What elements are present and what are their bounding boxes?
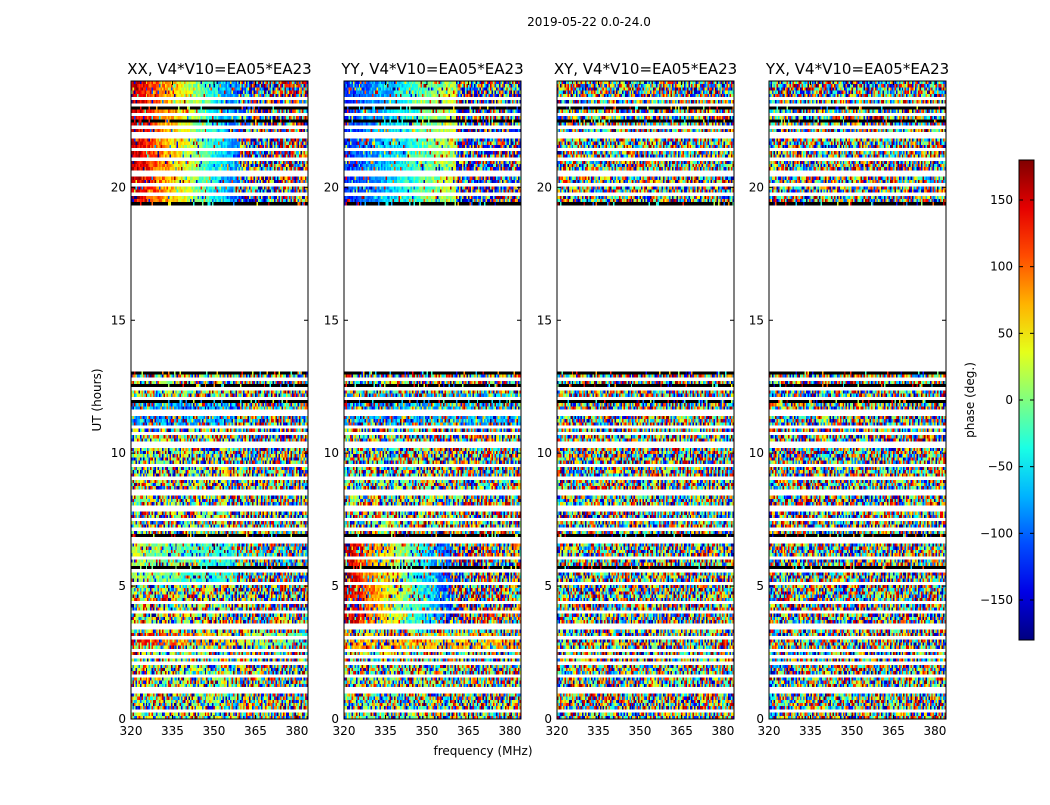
x-tick-label: 335 bbox=[161, 724, 184, 738]
x-axis-label: frequency (MHz) bbox=[433, 744, 532, 758]
panel-4-frame bbox=[768, 80, 947, 720]
y-tick-label: 5 bbox=[544, 579, 552, 593]
x-tick-label: 380 bbox=[498, 724, 521, 738]
y-tick-label: 5 bbox=[331, 579, 339, 593]
y-tick-label: 5 bbox=[118, 579, 126, 593]
x-tick-label: 380 bbox=[285, 724, 308, 738]
x-tick-label: 380 bbox=[711, 724, 734, 738]
x-tick-label: 365 bbox=[457, 724, 480, 738]
colorbar-tick-label: 50 bbox=[998, 326, 1013, 340]
colorbar-tick-label: −100 bbox=[980, 526, 1013, 540]
y-tick-label: 10 bbox=[537, 446, 552, 460]
x-tick-label: 350 bbox=[203, 724, 226, 738]
y-tick-label: 0 bbox=[118, 712, 126, 726]
y-tick-label: 20 bbox=[537, 180, 552, 194]
panel-3-title: XY, V4*V10=EA05*EA23 bbox=[554, 60, 737, 78]
y-tick-label: 10 bbox=[111, 446, 126, 460]
y-tick-label: 10 bbox=[749, 446, 764, 460]
x-tick-label: 320 bbox=[333, 724, 356, 738]
y-tick-label: 15 bbox=[111, 313, 126, 327]
panel-2-waterfall bbox=[344, 81, 521, 719]
y-tick-label: 0 bbox=[331, 712, 339, 726]
panel-3-frame bbox=[556, 80, 735, 720]
panel-2-title: YY, V4*V10=EA05*EA23 bbox=[340, 60, 523, 78]
colorbar: −150 −100 −50 0 50 100 150 bbox=[980, 159, 1035, 641]
x-tick-label: 350 bbox=[841, 724, 864, 738]
x-tick-label: 365 bbox=[670, 724, 693, 738]
y-tick-label: 15 bbox=[749, 313, 764, 327]
y-tick-label: 20 bbox=[749, 180, 764, 194]
colorbar-tick-label: 0 bbox=[1005, 393, 1013, 407]
x-tick-label: 320 bbox=[546, 724, 569, 738]
x-tick-label: 350 bbox=[629, 724, 652, 738]
x-tick-label: 320 bbox=[120, 724, 143, 738]
panel-2: YY, V4*V10=EA05*EA23 320 335 350 365 380 0 5 10 1… bbox=[324, 60, 524, 738]
panels-group: XX, V4*V10=EA05*EA23 320 335 350 365 380 0 5 10 1… bbox=[111, 60, 949, 738]
y-tick-label: 10 bbox=[324, 446, 339, 460]
colorbar-tick-label: 150 bbox=[990, 193, 1013, 207]
x-tick-label: 380 bbox=[923, 724, 946, 738]
x-tick-label: 320 bbox=[758, 724, 781, 738]
panel-1-frame bbox=[130, 80, 309, 720]
x-tick-label: 365 bbox=[244, 724, 267, 738]
figure-suptitle: 2019-05-22 0.0-24.0 bbox=[527, 15, 651, 29]
x-tick-label: 350 bbox=[416, 724, 439, 738]
y-tick-label: 20 bbox=[324, 180, 339, 194]
colorbar-tick-label: −50 bbox=[988, 460, 1013, 474]
panel-3-waterfall bbox=[557, 81, 734, 719]
panel-4-waterfall bbox=[769, 81, 946, 719]
colorbar-label: phase (deg.) bbox=[963, 362, 977, 438]
panel-1: XX, V4*V10=EA05*EA23 320 335 350 365 380 0 5 10 1… bbox=[111, 60, 312, 738]
x-tick-label: 335 bbox=[374, 724, 397, 738]
panel-2-frame bbox=[343, 80, 522, 720]
y-tick-label: 15 bbox=[537, 313, 552, 327]
colorbar-tick-label: −150 bbox=[980, 593, 1013, 607]
x-tick-label: 335 bbox=[799, 724, 822, 738]
y-tick-label: 0 bbox=[756, 712, 764, 726]
y-tick-label: 5 bbox=[756, 579, 764, 593]
y-tick-label: 20 bbox=[111, 180, 126, 194]
panel-1-waterfall bbox=[131, 81, 308, 719]
panel-4-title: YX, V4*V10=EA05*EA23 bbox=[765, 60, 949, 78]
y-tick-label: 0 bbox=[544, 712, 552, 726]
x-tick-label: 365 bbox=[882, 724, 905, 738]
colorbar-tick-label: 100 bbox=[990, 260, 1013, 274]
panel-1-title: XX, V4*V10=EA05*EA23 bbox=[127, 60, 311, 78]
y-axis-label: UT (hours) bbox=[90, 368, 104, 431]
panel-4: YX, V4*V10=EA05*EA23 320 335 350 365 380 0 5 10 1… bbox=[749, 60, 949, 738]
panel-3: XY, V4*V10=EA05*EA23 320 335 350 365 380 0 5 10 1… bbox=[537, 60, 737, 738]
x-tick-label: 335 bbox=[587, 724, 610, 738]
y-tick-label: 15 bbox=[324, 313, 339, 327]
